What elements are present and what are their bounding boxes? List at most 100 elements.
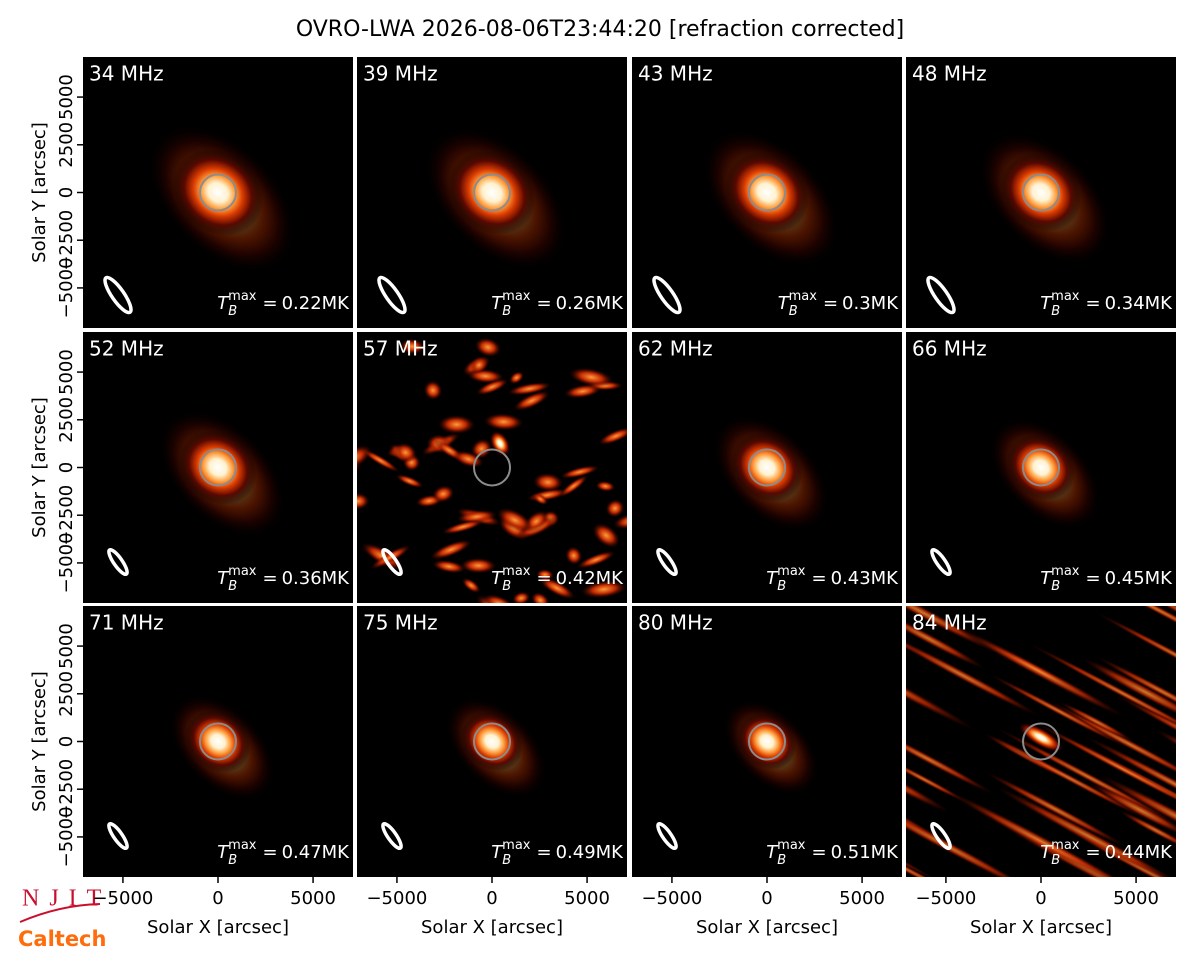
tb-sup: max	[777, 564, 806, 579]
frequency-label: 34 MHz	[89, 62, 164, 86]
noise	[580, 580, 627, 599]
frequency-label: 57 MHz	[363, 337, 438, 361]
source	[448, 150, 536, 235]
tb-value: 0.43MK	[831, 568, 900, 589]
x-axis-label: Solar X [arcsec]	[970, 917, 1112, 938]
noise	[1051, 606, 1176, 666]
tb-value: 0.51MK	[831, 842, 900, 863]
solar-disk	[199, 448, 237, 487]
noise	[357, 444, 373, 472]
tb-eq: =	[262, 293, 277, 314]
tb-sub: B	[1051, 304, 1060, 319]
frequency-label: 43 MHz	[638, 62, 713, 86]
x-tick-label: 5000	[564, 888, 610, 909]
solar-disk	[748, 722, 786, 761]
panel	[632, 606, 902, 877]
tb-sub: B	[502, 853, 511, 868]
noise	[357, 492, 370, 510]
tb-value: 0.36MK	[282, 568, 351, 589]
logo-swoosh	[19, 903, 101, 923]
noise	[568, 367, 614, 387]
frequency-label: 52 MHz	[89, 337, 164, 361]
noise	[592, 523, 621, 548]
noise	[1111, 691, 1176, 792]
solar-disk	[199, 722, 237, 761]
tb-value: 0.22MK	[282, 293, 351, 314]
y-tick-label: −5000	[56, 257, 77, 318]
source	[737, 713, 797, 770]
tb-symbol: T	[491, 293, 504, 314]
y-tick-label: −2500	[56, 759, 77, 820]
tb-value: 0.3MK	[842, 293, 899, 314]
source	[1000, 153, 1082, 232]
noise	[1117, 809, 1176, 852]
noise	[432, 485, 455, 503]
noise	[399, 338, 425, 355]
tb-sup: max	[228, 289, 257, 304]
y-tick-label: 5000	[56, 74, 77, 120]
tb-sub: B	[777, 579, 786, 594]
noise	[994, 785, 1176, 877]
x-axis-label: Solar X [arcsec]	[421, 917, 563, 938]
panel	[357, 606, 627, 877]
noise	[560, 465, 600, 479]
y-tick-label: −2500	[56, 485, 77, 546]
y-axis-label: Solar Y [arcsec]	[29, 671, 50, 812]
tb-sup: max	[228, 564, 257, 579]
tb-eq: =	[536, 568, 551, 589]
noise	[955, 626, 1126, 718]
beam	[377, 275, 407, 315]
tb-value: 0.34MK	[1105, 293, 1174, 314]
tb-sup: max	[502, 564, 531, 579]
noise	[483, 594, 515, 603]
tb-eq: =	[536, 293, 551, 314]
beam	[103, 275, 133, 315]
tb-label: TBmax = 0.44MK	[1040, 838, 1173, 868]
panel	[632, 57, 902, 328]
tb-value: 0.45MK	[1105, 568, 1174, 589]
tb-label: TBmax = 0.45MK	[1040, 564, 1173, 594]
noise	[531, 592, 550, 603]
source	[1007, 434, 1075, 501]
noise	[1027, 642, 1176, 746]
tb-sub: B	[228, 579, 237, 594]
y-tick-label: 0	[56, 462, 77, 473]
noise	[565, 546, 583, 565]
solar-disk	[1022, 173, 1060, 212]
tb-symbol: T	[766, 568, 779, 589]
noise	[1097, 773, 1176, 867]
noise	[906, 755, 969, 804]
noise	[423, 380, 443, 401]
y-tick-label: 2500	[56, 671, 77, 717]
y-tick-label: 5000	[56, 623, 77, 669]
tb-eq: =	[823, 293, 838, 314]
noise	[430, 539, 472, 560]
noise	[1045, 699, 1176, 790]
tb-label: TBmax = 0.36MK	[217, 564, 350, 594]
tb-sup: max	[789, 289, 818, 304]
noise	[576, 550, 616, 569]
tb-sub: B	[777, 853, 786, 868]
beam	[930, 821, 952, 851]
tb-symbol: T	[1040, 293, 1053, 314]
noise	[474, 337, 502, 357]
x-tick-label: 0	[212, 888, 223, 909]
noise	[612, 512, 627, 530]
frequency-label: 39 MHz	[363, 62, 438, 86]
source	[179, 430, 257, 505]
solar-disk	[748, 448, 786, 487]
noise	[906, 622, 978, 732]
frequency-label: 84 MHz	[912, 611, 987, 635]
beam	[107, 547, 129, 577]
tb-sub: B	[789, 304, 798, 319]
noise	[476, 378, 509, 396]
noise	[983, 771, 1128, 848]
noise	[563, 384, 602, 399]
tb-label: TBmax = 0.22MK	[217, 289, 350, 319]
source	[185, 710, 251, 773]
noise	[512, 591, 531, 603]
beam	[926, 275, 956, 315]
panel	[83, 332, 353, 603]
noise	[532, 492, 549, 506]
noise	[1081, 657, 1176, 727]
